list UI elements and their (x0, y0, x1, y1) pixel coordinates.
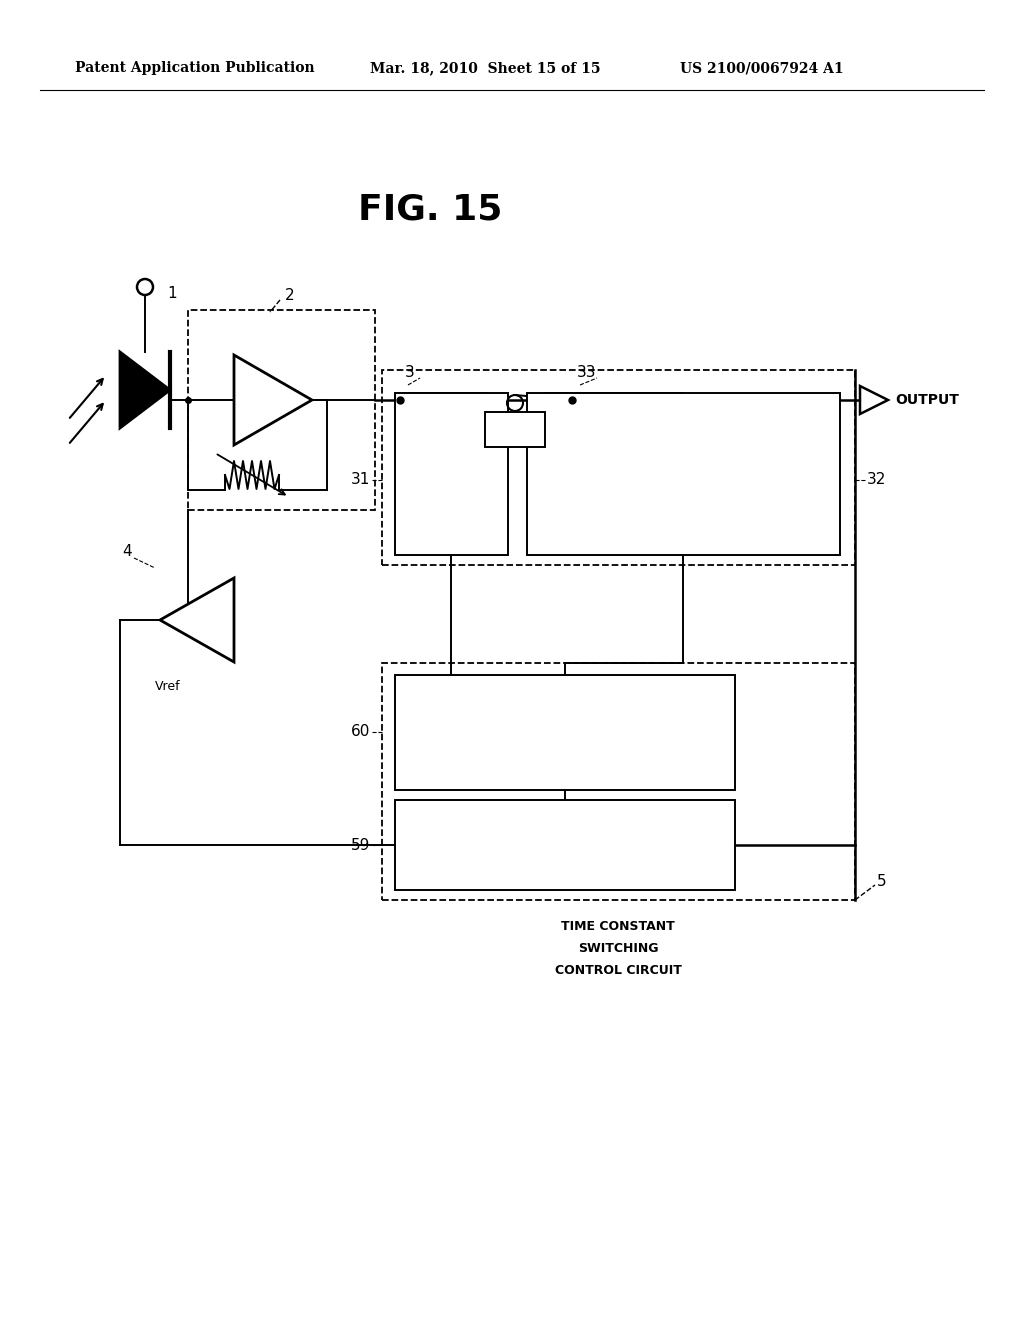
Bar (395, 800, 735, 890)
Text: 32: 32 (867, 473, 887, 487)
Text: Mar. 18, 2010  Sheet 15 of 15: Mar. 18, 2010 Sheet 15 of 15 (370, 61, 600, 75)
Bar (188, 310, 375, 510)
Text: GENERATION: GENERATION (525, 756, 605, 766)
Text: UNIT (TIME: UNIT (TIME (648, 462, 718, 473)
Text: CONSTANT:: CONSTANT: (647, 490, 719, 500)
Text: CIRCUIT: CIRCUIT (541, 875, 590, 884)
Text: DETECTION: DETECTION (647, 434, 719, 444)
Text: DETECTION: DETECTION (416, 434, 486, 444)
Text: TIME CONSTANT: TIME CONSTANT (561, 920, 675, 933)
Text: 33: 33 (577, 366, 597, 380)
Bar (382, 663, 855, 900)
Bar (382, 370, 855, 565)
Bar (485, 412, 545, 447)
Text: Patent Application Publication: Patent Application Publication (75, 61, 314, 75)
Text: CONSTANT: CONSTANT (531, 702, 599, 711)
Text: SW: SW (504, 424, 526, 437)
Text: SWITCHING: SWITCHING (578, 942, 658, 954)
Polygon shape (860, 385, 888, 414)
Text: LEVEL: LEVEL (432, 407, 470, 416)
Text: DETECTING: DETECTING (529, 853, 600, 863)
Text: BIT ERROR: BIT ERROR (531, 809, 598, 818)
Text: FIG. 15: FIG. 15 (357, 193, 502, 227)
Text: 31: 31 (350, 473, 370, 487)
Text: SHORT): SHORT) (427, 517, 475, 528)
Text: 3: 3 (406, 366, 415, 380)
Text: Vref: Vref (155, 680, 180, 693)
Text: 5: 5 (877, 874, 887, 890)
Text: LOGIC CIRCUIT: LOGIC CIRCUIT (520, 774, 610, 784)
Text: LONG): LONG) (664, 517, 702, 528)
Text: SWITCHING: SWITCHING (529, 719, 601, 730)
Text: RATE: RATE (549, 832, 581, 841)
Text: 1: 1 (167, 286, 176, 301)
Text: 4: 4 (123, 544, 132, 560)
Text: 59: 59 (350, 837, 370, 853)
Text: SIGNAL: SIGNAL (542, 738, 588, 748)
Text: 60: 60 (350, 725, 370, 739)
Bar (395, 393, 508, 554)
Text: TIME: TIME (550, 684, 581, 694)
Text: CONTROL CIRCUIT: CONTROL CIRCUIT (555, 964, 681, 977)
Text: OUTPUT: OUTPUT (895, 393, 958, 407)
Bar (395, 675, 735, 789)
Text: UNIT (TIME: UNIT (TIME (417, 462, 485, 473)
Polygon shape (234, 355, 312, 445)
Polygon shape (160, 578, 234, 663)
Polygon shape (120, 352, 170, 428)
Text: CONSTANT:: CONSTANT: (416, 490, 486, 500)
Text: US 2100/0067924 A1: US 2100/0067924 A1 (680, 61, 844, 75)
Bar (527, 393, 840, 554)
Text: 2: 2 (285, 288, 295, 302)
Text: LEVEL: LEVEL (664, 407, 701, 416)
